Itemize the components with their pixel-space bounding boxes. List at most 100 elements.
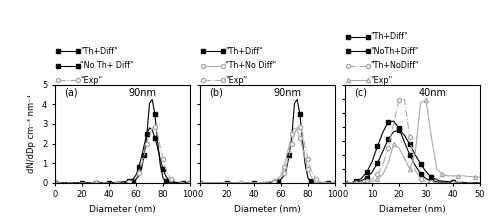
Th+Diff <box>407 153 413 156</box>
Exp <box>472 175 478 178</box>
Th+Diff <box>224 182 230 184</box>
No Th+Diff <box>152 136 158 139</box>
Th+NoDiff <box>402 97 407 100</box>
Line: Th+NoDiff: Th+NoDiff <box>198 126 337 185</box>
Th+NoDiff <box>280 166 286 169</box>
Th+Diff <box>300 140 306 143</box>
Th+Diff <box>310 181 316 184</box>
Th+NoDiff <box>310 178 316 181</box>
Th+Diff <box>423 177 429 180</box>
Exp <box>353 182 359 184</box>
Th+Diff <box>280 175 286 177</box>
NoTh+Diff <box>436 180 442 182</box>
Text: 90nm: 90nm <box>129 88 157 98</box>
Exp <box>141 154 147 157</box>
Th+Diff <box>302 164 308 167</box>
Exp <box>292 132 298 135</box>
Th+Diff <box>305 177 311 179</box>
Text: "Exp": "Exp" <box>80 76 102 85</box>
No Th+Diff <box>162 175 168 177</box>
Exp <box>162 168 168 170</box>
Line: Exp: Exp <box>53 125 192 185</box>
Exp <box>158 146 164 149</box>
Th+NoDiff <box>251 182 257 184</box>
Th+NoDiff <box>302 158 308 161</box>
Th+NoDiff <box>407 136 413 139</box>
No Th+Diff <box>174 181 180 184</box>
Th+Diff <box>342 182 348 184</box>
Th+Diff <box>396 127 402 130</box>
X-axis label: Diameter (nm): Diameter (nm) <box>234 205 301 214</box>
Th+NoDiff <box>412 169 418 171</box>
Th+Diff <box>79 182 85 184</box>
NoTh+Diff <box>407 143 413 146</box>
Th+Diff <box>154 140 160 143</box>
Exp <box>146 132 152 135</box>
Th+Diff <box>385 121 391 123</box>
Exp <box>52 182 58 184</box>
Th+Diff <box>284 168 290 170</box>
Th+NoDiff <box>380 164 386 167</box>
NoTh+Diff <box>423 170 429 173</box>
Exp <box>305 158 311 161</box>
Th+Diff <box>52 182 58 184</box>
NoTh+Diff <box>348 182 354 184</box>
NoTh+Diff <box>390 130 396 133</box>
Th+Diff <box>174 182 180 184</box>
Text: 90nm: 90nm <box>274 88 302 98</box>
Exp <box>251 182 257 184</box>
Exp <box>144 142 150 145</box>
Th+NoDiff <box>477 182 483 184</box>
NoTh+Diff <box>385 138 391 141</box>
No Th+Diff <box>79 182 85 184</box>
Th+Diff <box>231 182 237 184</box>
No Th+Diff <box>126 180 132 182</box>
Th+Diff <box>428 180 434 182</box>
Th+Diff <box>168 181 174 184</box>
Th+Diff <box>66 182 71 184</box>
Th+Diff <box>348 182 354 184</box>
Text: "Th+Diff": "Th+Diff" <box>370 32 408 41</box>
No Th+Diff <box>106 182 112 184</box>
Text: "NoTh+Diff": "NoTh+Diff" <box>370 47 418 56</box>
Exp <box>318 180 324 183</box>
Th+Diff <box>369 161 375 163</box>
Th+Diff <box>289 134 295 137</box>
No Th+Diff <box>180 182 186 184</box>
Th+Diff <box>141 154 147 157</box>
Exp <box>348 182 354 184</box>
Th+Diff <box>120 182 126 184</box>
No Th+Diff <box>130 178 136 180</box>
NoTh+Diff <box>380 150 386 153</box>
Th+NoDiff <box>348 182 354 184</box>
Exp <box>428 136 434 139</box>
No Th+Diff <box>158 158 164 161</box>
X-axis label: Diameter (nm): Diameter (nm) <box>89 205 156 214</box>
No Th+Diff <box>120 181 126 183</box>
Exp <box>278 177 284 179</box>
Th+NoDiff <box>342 182 348 184</box>
Th+Diff <box>278 178 284 181</box>
NoTh+Diff <box>353 181 359 184</box>
Exp <box>174 180 180 183</box>
Exp <box>369 180 375 183</box>
Th+NoDiff <box>332 182 338 184</box>
Th+Diff <box>130 180 136 183</box>
Th+Diff <box>436 181 442 184</box>
Exp <box>385 162 391 165</box>
Th+Diff <box>86 182 92 184</box>
Th+Diff <box>286 154 292 157</box>
No Th+Diff <box>154 146 160 149</box>
Th+Diff <box>113 182 119 184</box>
Exp <box>276 179 281 182</box>
Line: Th+Diff: Th+Diff <box>198 97 337 185</box>
Th+Diff <box>325 182 331 184</box>
Th+Diff <box>477 182 483 184</box>
Text: (b): (b) <box>210 88 224 98</box>
Th+Diff <box>136 175 141 177</box>
Exp <box>120 181 126 184</box>
Th+Diff <box>364 171 370 174</box>
No Th+Diff <box>144 132 150 135</box>
Exp <box>168 178 174 180</box>
No Th+Diff <box>136 166 141 169</box>
